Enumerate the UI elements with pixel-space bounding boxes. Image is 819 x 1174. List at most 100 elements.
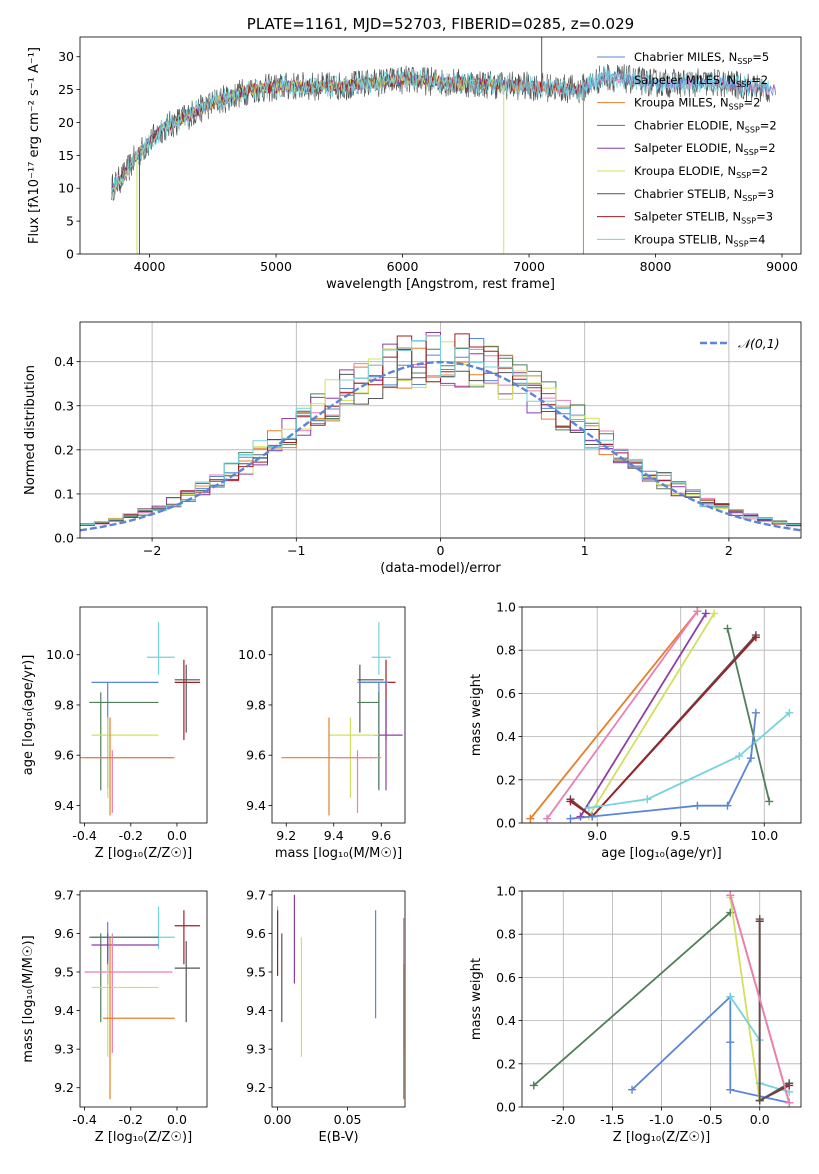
weight-line (579, 613, 707, 817)
y-tick-label: 9.4 (246, 1003, 266, 1018)
x-axis-label: Z [log₁₀(Z/Z☉)] (95, 1130, 192, 1145)
y-tick-label: 9.6 (54, 748, 74, 763)
x-axis-label: mass [log₁₀(M/M☉)] (275, 846, 402, 861)
y-tick-label: 9.4 (54, 1003, 74, 1018)
residuals-plot (80, 332, 801, 532)
mass-vs-ebv-frame (271, 890, 406, 1108)
y-tick-label: 0.8 (496, 643, 516, 658)
y-tick-label: 0.4 (496, 729, 516, 744)
weight-marker (693, 801, 702, 810)
y-tick-label: 0.2 (496, 1056, 516, 1071)
weight-line (729, 897, 761, 1101)
legend-label: Kroupa ELODIE, NSSP=2 (634, 164, 768, 180)
x-tick-label: 2 (725, 543, 733, 558)
x-tick-label: -0.2 (119, 1112, 143, 1127)
y-axis-label: age [log₁₀(age/yr)] (21, 655, 36, 776)
spectrum-plot (111, 37, 777, 254)
y-axis-label: Normed distribution (23, 365, 38, 495)
weight-line (533, 911, 731, 1087)
y-tick-label: 1.0 (496, 600, 516, 615)
y-axis-label: Flux [fλ10⁻¹⁷ erg cm⁻² s⁻¹ A⁻¹] (27, 47, 42, 244)
y-tick-label: 0.2 (496, 772, 516, 787)
weight-line (588, 712, 790, 809)
weight-marker (584, 803, 593, 812)
x-tick-label: 0.05 (334, 1112, 362, 1127)
age-vs-mass-frame (271, 606, 406, 824)
weight-marker (726, 891, 735, 900)
weight-line (588, 613, 715, 817)
legend-label: Salpeter MILES, NSSP=2 (634, 73, 768, 89)
weight-line (729, 895, 791, 1103)
mass-vs-ebv-plot (277, 894, 405, 1100)
x-tick-label: −1 (287, 543, 305, 558)
y-tick-label: 20 (58, 115, 74, 130)
x-tick-label: −2 (143, 543, 161, 558)
mass-vs-Z-frame (79, 890, 208, 1108)
weight-marker (746, 754, 755, 763)
spectrum-frame (79, 36, 802, 255)
x-axis-label: Z [log₁₀(Z/Z☉)] (95, 846, 192, 861)
weight-marker (566, 797, 575, 806)
x-tick-label: 0.0 (750, 1112, 770, 1127)
weight-marker (543, 814, 552, 823)
data-point (357, 692, 380, 791)
weight-marker (751, 633, 760, 642)
legend-label: 𝒩(0,1) (738, 336, 780, 351)
chart-mass-vs-Z: -0.4 -0.2 0.0 9.2 9.3 9.4 9.5 9.6 9.7 Z [log₁₀(Z/… (21, 887, 208, 1145)
x-axis-label: wavelength [Angstrom, rest frame] (326, 277, 555, 292)
x-tick-label: -2.0 (551, 1112, 575, 1127)
y-tick-label: 9.5 (246, 965, 266, 980)
data-point (89, 692, 159, 791)
y-tick-label: 9.7 (246, 887, 266, 902)
age-vs-Z-plot (80, 622, 201, 816)
x-tick-label: 10.0 (750, 828, 778, 843)
mass-vs-Z-plot (84, 906, 201, 1100)
legend-label: Chabrier MILES, NSSP=5 (634, 50, 769, 66)
histogram-series (80, 335, 801, 525)
data-point (174, 941, 201, 1023)
x-tick-label: 1 (581, 543, 589, 558)
chart-spectrum: 4000 5000 6000 7000 8000 9000 0 5 10 15 20 25 30 wave… (27, 15, 802, 292)
x-tick-label: 0.0 (167, 828, 187, 843)
y-tick-label: 9.2 (246, 1080, 266, 1095)
x-tick-label: 0.00 (264, 1112, 292, 1127)
data-point (357, 664, 384, 733)
legend-label: Chabrier STELIB, NSSP=3 (634, 187, 774, 203)
age-vs-Z-frame (79, 606, 208, 824)
y-tick-label: 0.3 (54, 398, 74, 413)
weight-line (726, 628, 771, 802)
weight-marker (785, 1098, 794, 1107)
y-tick-label: 0.6 (496, 686, 516, 701)
weight-marker (723, 624, 732, 633)
data-point (146, 622, 175, 675)
y-tick-label: 0 (66, 247, 74, 262)
data-point (174, 910, 201, 965)
x-axis-label: E(B-V) (318, 1130, 358, 1145)
chart-weight-vs-Z: -2.0 -1.5 -1.0 -0.5 0.0 0.0 0.2 0.4 0.6 0.8 1.0 Z [… (469, 884, 802, 1145)
spectrum-legend: Chabrier MILES, NSSP=5 Salpeter MILES, NS… (597, 50, 777, 248)
x-tick-label: 4000 (134, 259, 166, 274)
y-tick-label: 0.8 (496, 927, 516, 942)
normal-reference-curve (80, 360, 801, 532)
y-axis-label: mass weight (469, 674, 484, 756)
y-tick-label: 9.6 (246, 926, 266, 941)
x-tick-label: 7000 (513, 259, 545, 274)
weight-marker (726, 1038, 735, 1047)
x-tick-label: 8000 (640, 259, 672, 274)
y-tick-label: 9.8 (246, 697, 266, 712)
weight-marker (765, 797, 774, 806)
weight-vs-Z-plot (529, 891, 794, 1107)
weight-vs-Z-frame (521, 890, 802, 1108)
y-tick-label: 25 (58, 82, 74, 97)
x-tick-label: 6000 (387, 259, 419, 274)
spectrum-line (111, 74, 584, 190)
legend-label: Salpeter ELODIE, NSSP=2 (634, 141, 776, 157)
y-tick-label: 0.4 (54, 354, 74, 369)
data-point (338, 750, 382, 813)
y-tick-label: 9.4 (246, 798, 266, 813)
y-tick-label: 9.8 (54, 697, 74, 712)
chart-age-vs-Z: -0.4 -0.2 0.0 9.4 9.6 9.8 10.0 Z [log₁₀(Z/Z☉)] a… (21, 606, 208, 861)
data-point (174, 664, 201, 733)
y-tick-label: 10.0 (238, 647, 266, 662)
y-tick-label: 15 (58, 148, 74, 163)
